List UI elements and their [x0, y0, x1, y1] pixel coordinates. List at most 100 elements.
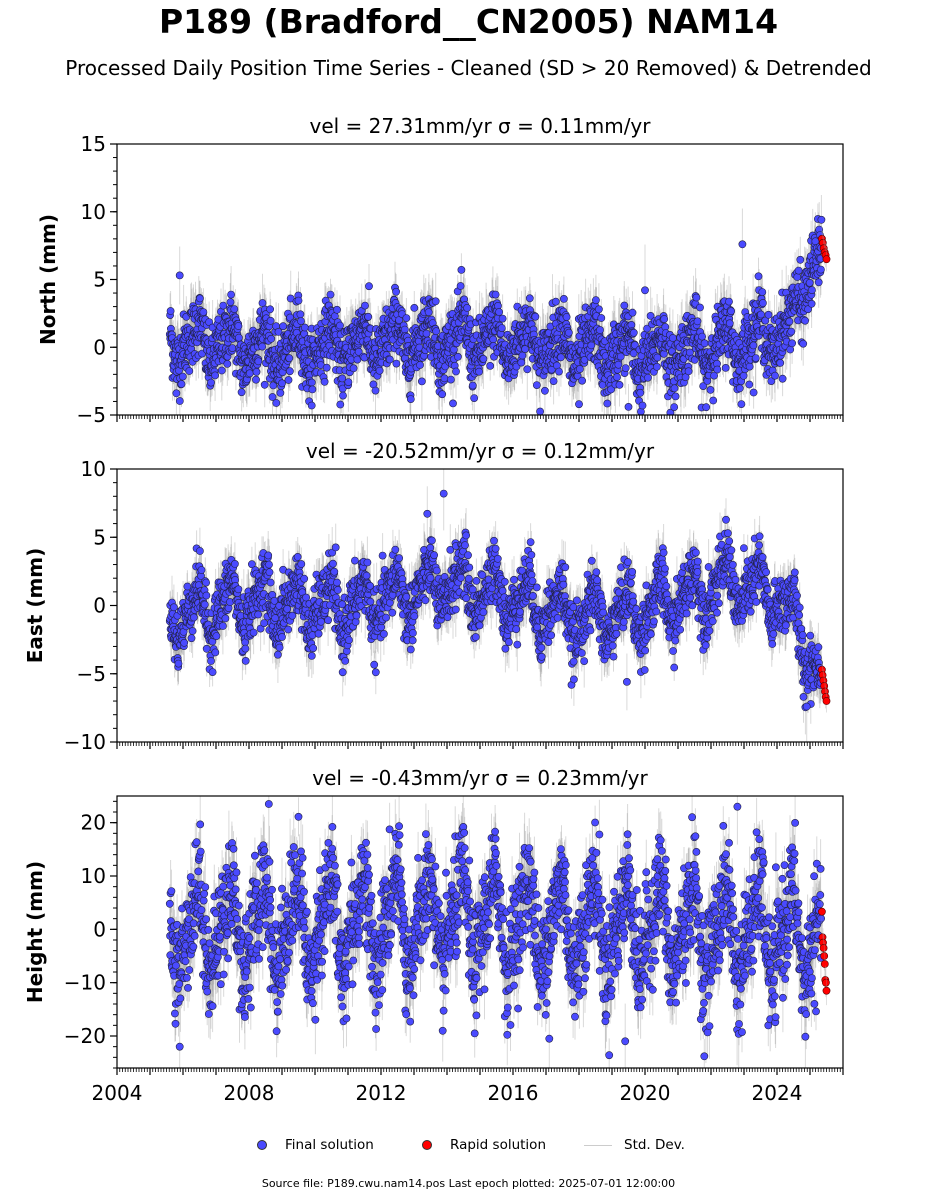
final-solution-point	[296, 310, 305, 319]
final-solution-point	[175, 397, 184, 405]
final-solution-point	[764, 310, 773, 319]
final-solution-point	[207, 378, 215, 387]
final-solution-point	[597, 314, 606, 322]
final-solution-point	[727, 307, 735, 316]
final-solution-point	[702, 403, 711, 412]
final-solution-point	[615, 380, 624, 389]
final-solution-point	[532, 381, 541, 389]
final-solution-point	[698, 332, 706, 341]
final-solution-point	[237, 388, 246, 397]
final-solution-point	[268, 393, 277, 401]
final-solution-point	[392, 359, 401, 368]
final-solution-point	[223, 359, 232, 368]
final-solution-point	[468, 381, 477, 390]
y-tick-label: 0	[93, 335, 106, 359]
final-solution-point	[266, 305, 274, 314]
final-solution-point	[745, 362, 754, 371]
final-solution-point	[245, 369, 254, 378]
final-solution-point	[489, 335, 498, 344]
y-tick-label: 5	[93, 268, 106, 292]
final-solution-point	[234, 333, 243, 342]
final-solution-point	[491, 290, 500, 299]
final-solution-point	[739, 371, 748, 380]
final-solution-point	[613, 373, 621, 381]
final-solution-point	[285, 367, 294, 376]
final-solution-point	[628, 308, 637, 317]
final-solution-point	[276, 388, 285, 397]
page-subtitle: Processed Daily Position Time Series - C…	[65, 56, 872, 80]
final-solution-point	[252, 375, 260, 384]
final-solution-point	[653, 362, 661, 371]
final-solution-point	[371, 386, 380, 395]
final-solution-point	[785, 317, 794, 326]
final-solution-point	[749, 388, 758, 397]
final-solution-point	[278, 379, 286, 388]
final-solution-point	[696, 303, 704, 312]
final-solution-point	[495, 308, 503, 316]
final-solution-point	[644, 373, 652, 382]
final-solution-point	[620, 301, 629, 310]
final-solution-point	[252, 367, 261, 376]
final-solution-point	[416, 361, 424, 369]
final-solution-point	[205, 318, 213, 326]
final-solution-point	[614, 360, 623, 369]
final-solution-point	[258, 299, 267, 307]
final-solution-point	[234, 322, 243, 330]
final-solution-point	[771, 371, 779, 380]
final-solution-point	[670, 403, 679, 411]
final-solution-point	[166, 307, 175, 315]
final-solution-point	[178, 372, 187, 381]
final-solution-point	[285, 354, 294, 363]
final-solution-point	[307, 401, 316, 410]
y-tick-label: 15	[81, 132, 106, 156]
final-solution-point	[700, 339, 709, 348]
final-solution-point	[266, 316, 275, 325]
final-solution-point	[749, 341, 758, 350]
final-solution-point	[778, 374, 787, 383]
final-solution-point	[279, 322, 287, 331]
final-solution-point	[294, 296, 303, 305]
rapid-solution-point	[822, 255, 831, 264]
final-solution-point	[307, 378, 316, 387]
final-solution-point	[531, 312, 540, 321]
final-solution-point	[758, 288, 767, 296]
final-solution-point	[228, 344, 237, 352]
final-solution-point	[449, 399, 457, 408]
final-solution-point	[274, 327, 283, 336]
final-solution-point	[807, 299, 816, 308]
final-solution-point	[470, 394, 479, 402]
final-solution-point	[549, 377, 558, 385]
final-solution-point	[595, 305, 603, 314]
final-solution-point	[735, 384, 744, 393]
final-solution-point	[596, 326, 604, 334]
final-solution-point	[258, 342, 267, 351]
final-solution-point	[808, 286, 816, 294]
final-solution-point	[671, 392, 680, 401]
final-solution-point	[751, 354, 760, 362]
final-solution-point	[794, 266, 803, 275]
final-solution-point	[452, 367, 460, 376]
final-solution-point	[479, 354, 488, 363]
final-solution-point	[551, 297, 560, 306]
y-tick-label: 10	[81, 200, 106, 224]
final-solution-point	[417, 377, 426, 386]
final-solution-point	[349, 364, 358, 373]
final-solution-point	[525, 294, 534, 303]
final-solution-point	[385, 355, 394, 364]
final-solution-point	[217, 366, 226, 375]
final-solution-point	[517, 358, 526, 367]
plot-area	[165, 195, 831, 415]
page-title: P189 (Bradford__CN2005) NAM14	[158, 2, 779, 41]
final-solution-point	[410, 303, 419, 312]
final-solution-point	[230, 305, 239, 313]
final-solution-point	[339, 391, 347, 400]
final-solution-point	[446, 375, 455, 384]
final-solution-point	[660, 315, 669, 323]
final-solution-point	[557, 353, 565, 362]
final-solution-point	[456, 282, 465, 290]
final-solution-point	[536, 407, 544, 415]
final-solution-point	[338, 374, 347, 383]
final-solution-point	[406, 395, 415, 403]
